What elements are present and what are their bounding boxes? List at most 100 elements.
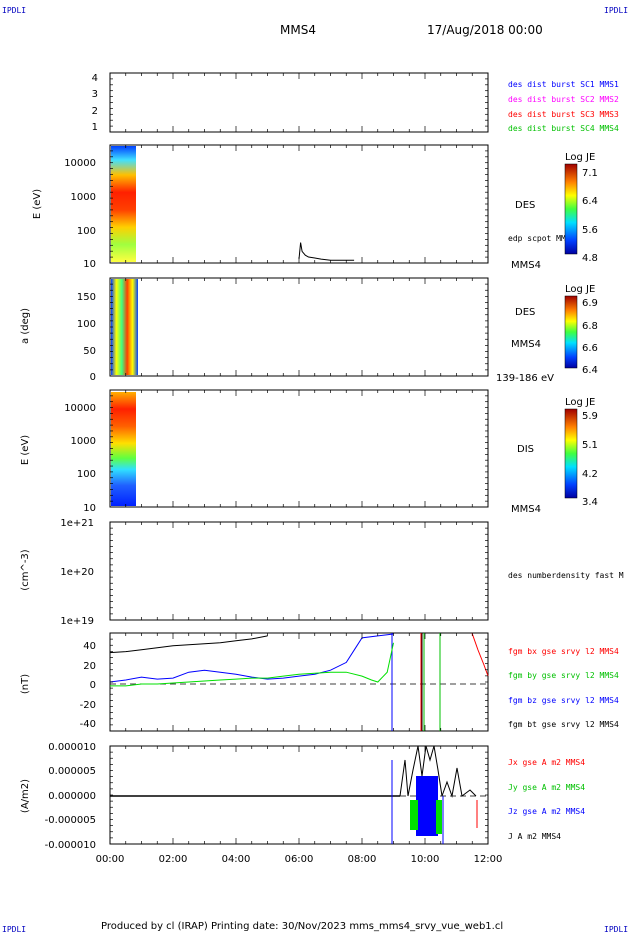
colorbar-tick: 7.1 [582, 168, 598, 179]
panel-des-energy: E (eV) 10000 1000 100 10 DES edp scpot M… [32, 144, 598, 271]
colorbar [564, 295, 578, 369]
instrument-label: DES [515, 307, 535, 318]
ytick-label: 3 [92, 89, 98, 100]
ytick-label: -0.000010 [45, 840, 96, 851]
colorbar-tick: 6.4 [582, 196, 598, 207]
y-axis-label: E (eV) [32, 189, 43, 219]
ytick-label: 100 [77, 319, 96, 330]
ytick-label: 0.000010 [48, 742, 96, 753]
ytick-label: -40 [80, 719, 96, 730]
ytick-label: 2 [92, 106, 98, 117]
x-tick-label: 12:00 [474, 854, 503, 865]
ytick-label: 1000 [71, 192, 96, 203]
spacecraft-label: MMS4 [511, 260, 541, 271]
legend-entry: des dist burst SC2 MMS2 [508, 95, 619, 104]
colorbar-tick: 5.1 [582, 440, 598, 451]
ytick-label: -20 [80, 700, 96, 711]
colorbar-tick: 3.4 [582, 497, 598, 508]
ytick-label: 20 [83, 661, 96, 672]
ytick-label: -0.000005 [45, 815, 96, 826]
panel-burst: 4 3 2 1 des dist burst SC1 MMS1 des dist… [92, 72, 619, 133]
ytick-label: 0.000005 [48, 766, 96, 777]
time-axis-labels: 00:00 02:00 04:00 06:00 08:00 10:00 12:00 [96, 854, 503, 865]
spacecraft-label: MMS4 [511, 504, 541, 515]
j-envelope [399, 745, 477, 798]
fgm-spikes [391, 632, 489, 731]
current-burst-region [391, 745, 478, 844]
ytick-label: 100 [77, 469, 96, 480]
bz-line [109, 633, 394, 683]
panel-current: (A/m2) 0.000010 0.000005 0.000000 -0.000… [20, 742, 585, 851]
legend-entry: fgm by gse srvy l2 MMS4 [508, 671, 619, 680]
ytick-label: 1 [92, 122, 98, 133]
legend-entry: des numberdensity fast M [508, 571, 624, 580]
jy-fill [410, 800, 418, 830]
legend-entry: fgm bz gse srvy l2 MMS4 [508, 696, 619, 705]
corner-label-bottom-left: IPDLI [2, 925, 26, 934]
legend-entry: des dist burst SC3 MMS3 [508, 110, 619, 119]
plot-title: MMS4 [280, 23, 316, 37]
x-tick-label: 00:00 [96, 854, 125, 865]
colorbar-tick: 6.9 [582, 298, 598, 309]
legend-entry: des dist burst SC4 MMS4 [508, 124, 619, 133]
ytick-label: 1e+20 [60, 567, 94, 578]
ytick-label: 150 [77, 292, 96, 303]
x-tick-label: 10:00 [411, 854, 440, 865]
energy-range-label: 139-186 eV [496, 373, 554, 384]
colorbar-tick: 4.2 [582, 469, 598, 480]
legend-entry: J A m2 MMS4 [508, 832, 561, 841]
ytick-label: 10 [83, 259, 96, 270]
plot-date: 17/Aug/2018 00:00 [427, 23, 543, 37]
jz-fill [416, 776, 438, 836]
spacecraft-label: MMS4 [511, 339, 541, 350]
series-label: edp scpot MMS4 [508, 234, 576, 243]
panel-fgm: (nT) 40 20 0 -20 -40 fgm bx gse srvy l2 … [20, 632, 619, 732]
x-tick-label: 06:00 [285, 854, 314, 865]
x-tick-label: 08:00 [348, 854, 377, 865]
colorbar-tick: 6.8 [582, 321, 598, 332]
dis-energy-spectrogram [111, 392, 136, 506]
ytick-label: 1e+21 [60, 518, 94, 529]
x-tick-label: 02:00 [159, 854, 188, 865]
colorbar-tick: 4.8 [582, 253, 598, 264]
y-axis-label: (cm^-3) [20, 549, 31, 590]
legend-entry: Jz gse A m2 MMS4 [508, 807, 585, 816]
corner-label-bottom-right: IPDLI [604, 925, 628, 934]
x-tick-label: 04:00 [222, 854, 251, 865]
colorbar-title: Log JE [565, 284, 595, 295]
legend-entry: fgm bt gse srvy l2 MMS4 [508, 720, 619, 729]
colorbar [564, 408, 578, 499]
y-axis-label: E (eV) [20, 435, 31, 465]
jy-fill [436, 800, 442, 834]
panel-des-pitch: a (deg) 150 100 50 0 DES MMS4 139-186 eV… [20, 277, 598, 384]
y-axis-label: a (deg) [20, 308, 31, 344]
colorbar-tick: 6.4 [582, 365, 598, 376]
instrument-label: DES [515, 200, 535, 211]
ytick-label: 0 [90, 372, 96, 383]
axis-ticks [109, 73, 489, 844]
legend-entry: des dist burst SC1 MMS1 [508, 80, 619, 89]
legend-entry: fgm bx gse srvy l2 MMS4 [508, 647, 619, 656]
ytick-label: 40 [83, 641, 96, 652]
colorbar-tick: 5.9 [582, 411, 598, 422]
legend-entry: Jx gse A m2 MMS4 [508, 758, 585, 767]
burst-yticks: 4 3 2 1 [92, 73, 98, 133]
ytick-label: 1e+19 [60, 616, 94, 627]
ytick-label: 0.000000 [48, 791, 96, 802]
colorbar [564, 163, 578, 255]
y-axis-label: (nT) [20, 674, 31, 694]
ytick-label: 0 [90, 680, 96, 691]
ytick-label: 10000 [64, 158, 96, 169]
des-pitch-spectrogram [111, 279, 138, 375]
bx-tail [471, 632, 489, 677]
ytick-label: 1000 [71, 436, 96, 447]
colorbar-tick: 5.6 [582, 225, 598, 236]
scpot-line [298, 242, 355, 261]
footer-text: Produced by cl (IRAP) Printing date: 30/… [101, 921, 503, 932]
bt-line [109, 635, 268, 654]
corner-label-top-right: IPDLI [604, 6, 628, 15]
y-axis-label: (A/m2) [20, 779, 31, 813]
ytick-label: 50 [83, 346, 96, 357]
des-energy-spectrogram [111, 146, 136, 262]
